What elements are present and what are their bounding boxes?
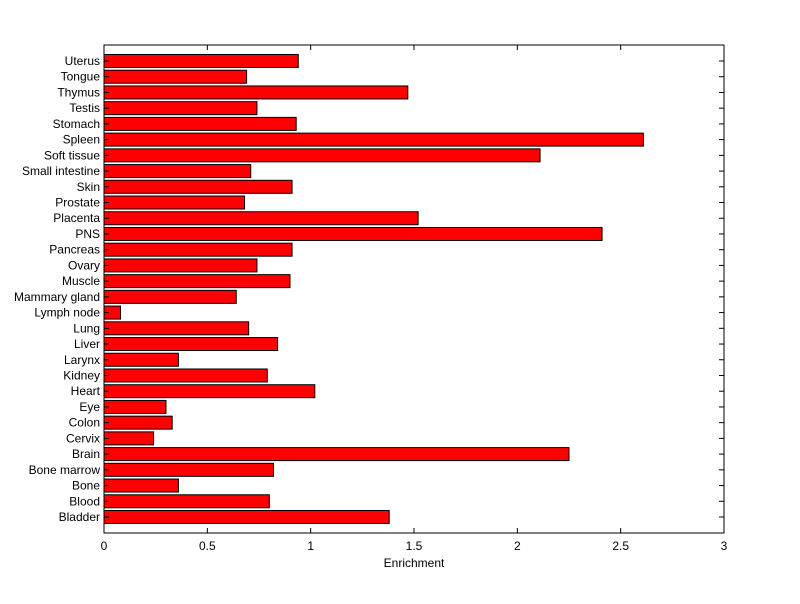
- y-tick-label: Tongue: [61, 70, 101, 84]
- bar-bladder: [103, 510, 390, 524]
- y-tick-label: Kidney: [63, 368, 100, 382]
- y-tick-label: Lung: [73, 321, 100, 335]
- y-tick-label: Lymph node: [34, 306, 100, 320]
- y-tick-label: Ovary: [68, 258, 100, 272]
- y-tick-label: PNS: [75, 227, 100, 241]
- y-tick-label: Bone: [72, 479, 100, 493]
- y-tick-label: Colon: [69, 416, 100, 430]
- y-tick-label: Blood: [69, 494, 100, 508]
- bar-muscle: [103, 274, 291, 289]
- y-tick-label: Mammary gland: [14, 290, 100, 304]
- x-tick-label: 0.5: [199, 539, 216, 553]
- bar-bone-marrow: [103, 462, 274, 477]
- y-tick-label: Thymus: [57, 85, 100, 99]
- y-tick-label: Bladder: [59, 510, 100, 524]
- y-tick-label: Eye: [79, 400, 100, 414]
- x-axis-label: Enrichment: [384, 556, 445, 570]
- bar-uterus: [103, 54, 299, 68]
- bar-small-intestine: [103, 164, 252, 179]
- bar-mammary-gland: [103, 289, 237, 304]
- bar-skin: [103, 179, 293, 194]
- y-tick-label: Bone marrow: [29, 463, 101, 477]
- y-tick-label: Brain: [72, 447, 100, 461]
- bar-blood: [103, 494, 270, 509]
- y-tick-label: Stomach: [53, 117, 100, 131]
- y-tick-label: Liver: [74, 337, 100, 351]
- bar-stomach: [103, 116, 297, 131]
- y-tick-label: Cervix: [66, 431, 100, 445]
- bar-testis: [103, 101, 258, 116]
- bar-tongue: [103, 69, 248, 84]
- bar-ovary: [103, 258, 258, 273]
- y-tick-label: Spleen: [63, 133, 100, 147]
- bar-heart: [103, 384, 316, 399]
- bar-soft-tissue: [103, 148, 541, 163]
- y-tick-label: Testis: [69, 101, 100, 115]
- y-tick-label: Uterus: [65, 54, 100, 68]
- bar-cervix: [103, 431, 155, 446]
- y-tick-label: Muscle: [62, 274, 100, 288]
- x-tick-label: 3: [721, 539, 728, 553]
- y-tick-label: Larynx: [64, 353, 100, 367]
- x-tick-label: 2.5: [612, 539, 629, 553]
- y-tick-label: Prostate: [55, 196, 100, 210]
- x-tick-label: 1: [307, 539, 314, 553]
- bar-colon: [103, 415, 173, 430]
- y-tick-label: Small intestine: [22, 164, 100, 178]
- x-tick-label: 1.5: [406, 539, 423, 553]
- bar-placenta: [103, 211, 419, 226]
- bar-liver: [103, 337, 279, 352]
- bar-lung: [103, 321, 250, 336]
- bar-kidney: [103, 368, 268, 383]
- x-tick-label: 0: [101, 539, 108, 553]
- y-tick-label: Soft tissue: [44, 148, 100, 162]
- bar-eye: [103, 399, 167, 414]
- x-tick-label: 2: [514, 539, 521, 553]
- y-tick-label: Pancreas: [49, 243, 100, 257]
- bar-bone: [103, 478, 179, 493]
- bar-pancreas: [103, 242, 293, 257]
- bar-pns: [103, 226, 603, 241]
- bar-thymus: [103, 85, 409, 100]
- bar-prostate: [103, 195, 246, 210]
- y-tick-label: Heart: [71, 384, 101, 398]
- bar-spleen: [103, 132, 644, 147]
- bar-larynx: [103, 352, 179, 367]
- bar-brain: [103, 447, 570, 462]
- y-tick-label: Skin: [77, 180, 100, 194]
- y-tick-label: Placenta: [53, 211, 100, 225]
